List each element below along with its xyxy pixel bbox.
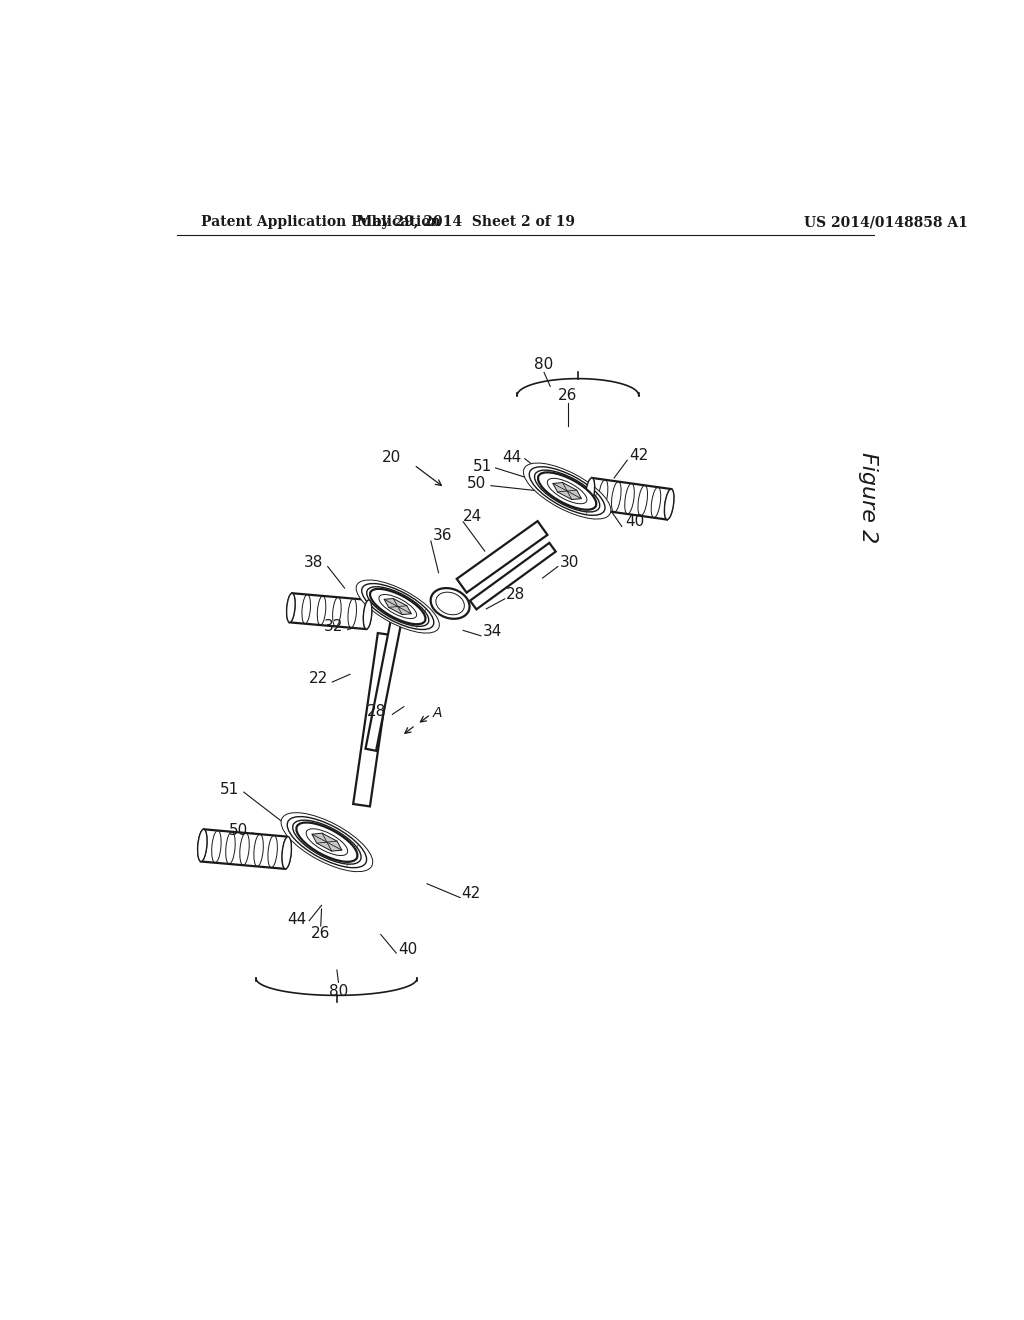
Ellipse shape [282,837,292,869]
Polygon shape [353,634,394,807]
Ellipse shape [379,594,417,619]
Ellipse shape [625,483,634,513]
Text: 28: 28 [367,704,386,719]
Text: US 2014/0148858 A1: US 2014/0148858 A1 [804,215,968,230]
Text: 40: 40 [398,941,418,957]
Ellipse shape [356,579,439,634]
Text: 28: 28 [506,586,525,602]
Ellipse shape [638,486,647,516]
Text: 38: 38 [304,556,323,570]
Text: 24: 24 [463,510,482,524]
Text: 42: 42 [630,447,649,463]
Ellipse shape [282,813,373,871]
Ellipse shape [651,487,660,517]
Ellipse shape [306,829,348,855]
Ellipse shape [333,597,341,627]
Ellipse shape [431,589,470,619]
Polygon shape [201,829,288,869]
Ellipse shape [317,595,326,626]
Text: May 29, 2014  Sheet 2 of 19: May 29, 2014 Sheet 2 of 19 [356,215,574,230]
Text: 34: 34 [483,624,503,639]
Polygon shape [553,483,582,499]
Ellipse shape [364,599,372,630]
Polygon shape [312,833,342,851]
Text: 50: 50 [229,824,249,838]
Ellipse shape [198,829,207,862]
Polygon shape [457,521,548,593]
Ellipse shape [665,488,674,520]
Ellipse shape [212,830,221,863]
Ellipse shape [268,836,278,867]
Ellipse shape [585,478,595,508]
Ellipse shape [282,837,292,869]
Polygon shape [588,478,672,520]
Ellipse shape [348,598,356,628]
Ellipse shape [665,488,674,520]
Ellipse shape [198,829,207,862]
Text: 40: 40 [625,515,644,529]
Ellipse shape [287,817,367,867]
Polygon shape [366,619,401,751]
Text: 26: 26 [558,388,578,403]
Polygon shape [290,593,369,630]
Ellipse shape [598,479,608,511]
Text: 36: 36 [432,528,452,544]
Ellipse shape [287,593,295,623]
Text: 20: 20 [382,450,401,465]
Ellipse shape [240,833,249,865]
Text: 32: 32 [324,619,343,634]
Ellipse shape [370,589,426,624]
Ellipse shape [585,478,595,508]
Text: 51: 51 [473,459,493,474]
Text: Patent Application Publication: Patent Application Publication [202,215,441,230]
Ellipse shape [538,473,596,510]
Text: 80: 80 [329,983,348,999]
Ellipse shape [302,594,310,624]
Ellipse shape [529,467,605,515]
Text: 50: 50 [467,475,486,491]
Text: 44: 44 [287,912,306,927]
Text: 80: 80 [535,358,554,372]
Ellipse shape [523,463,611,519]
Ellipse shape [611,482,622,512]
Ellipse shape [535,470,600,512]
Text: 51: 51 [220,783,240,797]
Ellipse shape [293,820,361,865]
Text: 26: 26 [311,927,331,941]
Text: 22: 22 [308,672,328,686]
Ellipse shape [287,593,295,623]
Ellipse shape [436,593,464,615]
Ellipse shape [548,478,587,504]
Text: Figure 2: Figure 2 [858,451,879,543]
Polygon shape [384,598,412,615]
Ellipse shape [254,834,263,866]
Ellipse shape [364,599,372,630]
Ellipse shape [361,583,434,630]
Ellipse shape [296,822,357,862]
Ellipse shape [225,832,236,865]
Ellipse shape [367,586,429,627]
Polygon shape [470,543,556,610]
Text: A: A [432,706,442,719]
Text: 30: 30 [560,556,580,570]
Text: 42: 42 [462,886,481,902]
Text: 44: 44 [503,450,521,465]
